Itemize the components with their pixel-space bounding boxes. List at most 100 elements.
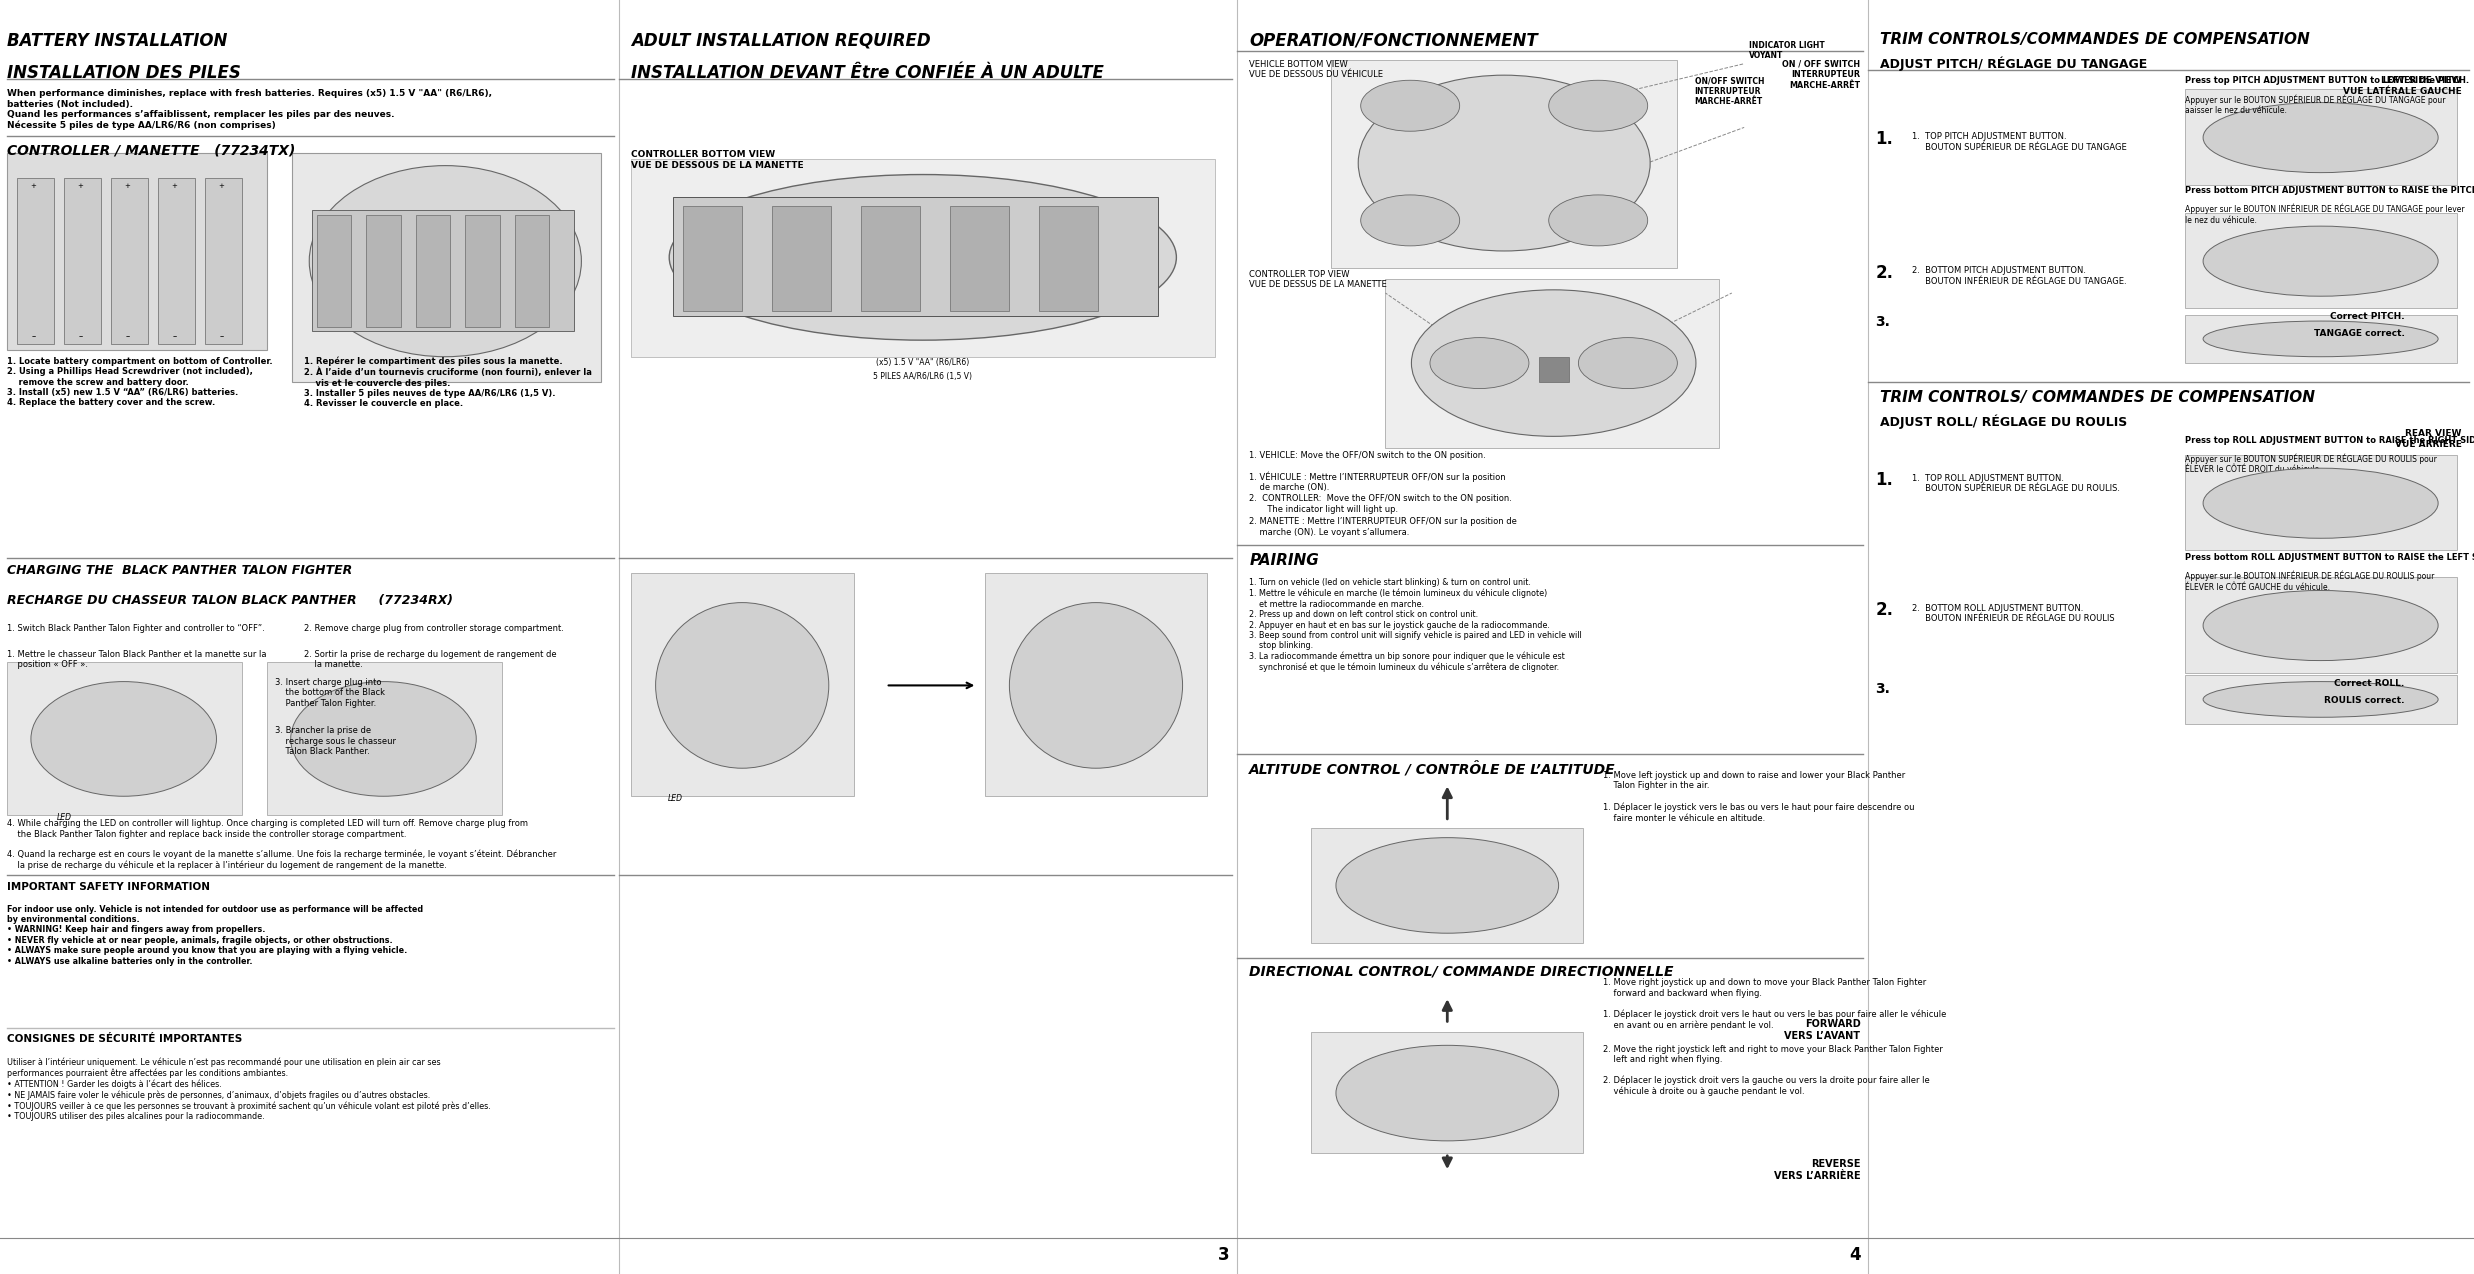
Text: CONTROLLER / MANETTE   (77234TX): CONTROLLER / MANETTE (77234TX)	[7, 144, 297, 158]
Bar	[416, 215, 450, 327]
Bar	[631, 159, 1215, 357]
Text: 1. Move left joystick up and down to raise and lower your Black Panther
    Talo: 1. Move left joystick up and down to rai…	[1603, 771, 1905, 790]
Bar	[683, 206, 742, 311]
Text: Appuyer sur le BOUTON INFÉRIEUR DE RÉGLAGE DU TANGAGE pour lever
le nez du véhic: Appuyer sur le BOUTON INFÉRIEUR DE RÉGLA…	[2185, 204, 2464, 224]
Text: 2. Move the right joystick left and right to move your Black Panther Talon Fight: 2. Move the right joystick left and righ…	[1603, 1045, 1942, 1064]
Text: TANGAGE correct.: TANGAGE correct.	[2313, 329, 2405, 338]
Text: 4. While charging the LED on controller will lightup. Once charging is completed: 4. While charging the LED on controller …	[7, 819, 529, 838]
Ellipse shape	[2204, 469, 2437, 538]
Text: RECHARGE DU CHASSEUR TALON BLACK PANTHER     (77234RX): RECHARGE DU CHASSEUR TALON BLACK PANTHER…	[7, 594, 453, 606]
Bar	[366, 215, 401, 327]
Text: DIRECTIONAL CONTROL/ COMMANDE DIRECTIONNELLE: DIRECTIONAL CONTROL/ COMMANDE DIRECTIONN…	[1249, 964, 1675, 978]
Bar	[2185, 315, 2457, 363]
Bar	[631, 573, 854, 796]
Text: INDICATOR LIGHT
VOYANT: INDICATOR LIGHT VOYANT	[1749, 41, 1826, 60]
Text: –: –	[173, 333, 176, 341]
Bar	[861, 206, 920, 311]
Text: Utiliser à l’intérieur uniquement. Le véhicule n’est pas recommandé pour une uti: Utiliser à l’intérieur uniquement. Le vé…	[7, 1057, 492, 1121]
Text: Press bottom PITCH ADJUSTMENT BUTTON to RAISE the PITCH.: Press bottom PITCH ADJUSTMENT BUTTON to …	[2185, 186, 2474, 195]
Text: +: +	[218, 182, 225, 189]
Text: INSTALLATION DEVANT Être CONFIÉE À UN ADULTE: INSTALLATION DEVANT Être CONFIÉE À UN AD…	[631, 64, 1103, 82]
Ellipse shape	[292, 682, 475, 796]
Text: Correct PITCH.: Correct PITCH.	[2331, 312, 2405, 321]
Text: 1. Turn on vehicle (led on vehicle start blinking) & turn on control unit.
1. Me: 1. Turn on vehicle (led on vehicle start…	[1249, 578, 1581, 673]
Text: 3. Brancher la prise de
    recharge sous le chasseur
    Talon Black Panther.: 3. Brancher la prise de recharge sous le…	[275, 726, 396, 755]
Text: Appuyer sur le BOUTON SUPÉRIEUR DE RÉGLAGE DU TANGAGE pour
aaisser le nez du véh: Appuyer sur le BOUTON SUPÉRIEUR DE RÉGLA…	[2185, 94, 2444, 115]
Text: –: –	[972, 299, 977, 308]
Text: BATTERY INSTALLATION: BATTERY INSTALLATION	[7, 32, 228, 50]
Bar	[64, 178, 101, 344]
Bar	[2185, 213, 2457, 308]
Text: OPERATION/FONCTIONNEMENT: OPERATION/FONCTIONNEMENT	[1249, 32, 1539, 50]
Bar	[312, 210, 574, 331]
Text: +: +	[1061, 208, 1066, 214]
Circle shape	[1361, 80, 1460, 131]
Text: ADULT INSTALLATION REQUIRED: ADULT INSTALLATION REQUIRED	[631, 32, 930, 50]
Bar	[1539, 357, 1569, 382]
Text: +: +	[705, 208, 710, 214]
Text: +: +	[794, 208, 799, 214]
Ellipse shape	[1336, 1045, 1559, 1142]
Text: Press top ROLL ADJUSTMENT BUTTON to RAISE the RIGHT SIDE.: Press top ROLL ADJUSTMENT BUTTON to RAIS…	[2185, 436, 2474, 445]
Text: 2. Remove charge plug from controller storage compartment.: 2. Remove charge plug from controller st…	[304, 624, 564, 633]
Bar	[1385, 279, 1719, 448]
Text: ADJUST PITCH/ RÉGLAGE DU TANGAGE: ADJUST PITCH/ RÉGLAGE DU TANGAGE	[1880, 56, 2147, 70]
Text: 1. VEHICLE: Move the OFF/ON switch to the ON position.: 1. VEHICLE: Move the OFF/ON switch to th…	[1249, 451, 1487, 460]
Bar	[2185, 675, 2457, 724]
Text: TRIM CONTROLS/ COMMANDES DE COMPENSATION: TRIM CONTROLS/ COMMANDES DE COMPENSATION	[1880, 390, 2316, 405]
Text: 2.  BOTTOM PITCH ADJUSTMENT BUTTON.
     BOUTON INFÉRIEUR DE RÉGLAGE DU TANGAGE.: 2. BOTTOM PITCH ADJUSTMENT BUTTON. BOUTO…	[1912, 266, 2128, 285]
Text: ROULIS correct.: ROULIS correct.	[2323, 696, 2405, 705]
Text: –: –	[32, 333, 35, 341]
Text: Press top PITCH ADJUSTMENT BUTTON to LOWER the PITCH.: Press top PITCH ADJUSTMENT BUTTON to LOW…	[2185, 76, 2469, 85]
Ellipse shape	[2204, 682, 2437, 717]
Bar	[205, 178, 242, 344]
Text: 1. Déplacer le joystick droit vers le haut ou vers le bas pour faire aller le vé: 1. Déplacer le joystick droit vers le ha…	[1603, 1009, 1947, 1029]
Text: For indoor use only. Vehicle is not intended for outdoor use as performance will: For indoor use only. Vehicle is not inte…	[7, 905, 423, 966]
Text: 1.  TOP ROLL ADJUSTMENT BUTTON.
     BOUTON SUPÉRIEUR DE RÉGLAGE DU ROULIS.: 1. TOP ROLL ADJUSTMENT BUTTON. BOUTON SU…	[1912, 474, 2120, 493]
Text: Appuyer sur le BOUTON INFÉRIEUR DE RÉGLAGE DU ROULIS pour
ÉLEVER le CÔTÉ GAUCHE : Appuyer sur le BOUTON INFÉRIEUR DE RÉGLA…	[2185, 571, 2434, 591]
Text: 1. VÉHICULE : Mettre l’INTERRUPTEUR OFF/ON sur la position
    de marche (ON).: 1. VÉHICULE : Mettre l’INTERRUPTEUR OFF/…	[1249, 471, 1507, 492]
Ellipse shape	[2204, 102, 2437, 172]
Text: ON/OFF SWITCH
INTERRUPTEUR
MARCHE-ARRÊT: ON/OFF SWITCH INTERRUPTEUR MARCHE-ARRÊT	[1695, 76, 1764, 106]
Text: CONSIGNES DE SÉCURITÉ IMPORTANTES: CONSIGNES DE SÉCURITÉ IMPORTANTES	[7, 1034, 242, 1045]
Ellipse shape	[668, 175, 1178, 340]
Text: 1. Mettre le chasseur Talon Black Panther et la manette sur la
    position « OF: 1. Mettre le chasseur Talon Black Panthe…	[7, 650, 267, 669]
Text: VEHICLE BOTTOM VIEW
VUE DE DESSOUS DU VÉHICULE: VEHICLE BOTTOM VIEW VUE DE DESSOUS DU VÉ…	[1249, 60, 1383, 79]
Ellipse shape	[2204, 321, 2437, 357]
Text: –: –	[79, 333, 82, 341]
Ellipse shape	[1336, 838, 1559, 933]
Text: ADJUST ROLL/ RÉGLAGE DU ROULIS: ADJUST ROLL/ RÉGLAGE DU ROULIS	[1880, 414, 2128, 428]
Text: –: –	[126, 333, 129, 341]
Text: 1.: 1.	[1875, 130, 1893, 148]
Bar	[950, 206, 1009, 311]
Ellipse shape	[2204, 227, 2437, 296]
Text: 1.: 1.	[1875, 471, 1893, 489]
Text: +: +	[30, 182, 37, 189]
Text: +: +	[972, 208, 977, 214]
Text: 1. Repérer le compartiment des piles sous la manette.
2. À l’aide d’un tournevis: 1. Repérer le compartiment des piles sou…	[304, 357, 591, 409]
Text: Press bottom ROLL ADJUSTMENT BUTTON to RAISE the LEFT SIDE.: Press bottom ROLL ADJUSTMENT BUTTON to R…	[2185, 553, 2474, 562]
Text: 2. Déplacer le joystick droit vers la gauche ou vers la droite pour faire aller : 2. Déplacer le joystick droit vers la ga…	[1603, 1075, 1930, 1096]
Text: 1. Locate battery compartment on bottom of Controller.
2. Using a Phillips Head : 1. Locate battery compartment on bottom …	[7, 357, 272, 408]
Text: ON / OFF SWITCH
INTERRUPTEUR
MARCHE-ARRÊT: ON / OFF SWITCH INTERRUPTEUR MARCHE-ARRÊ…	[1781, 60, 1860, 89]
Bar	[292, 153, 601, 382]
Ellipse shape	[1009, 603, 1183, 768]
Bar	[985, 573, 1207, 796]
Text: 3. Insert charge plug into
    the bottom of the Black
    Panther Talon Fighter: 3. Insert charge plug into the bottom of…	[275, 678, 383, 707]
Text: –: –	[1061, 299, 1066, 308]
Text: Correct ROLL.: Correct ROLL.	[2335, 679, 2405, 688]
Bar	[2185, 455, 2457, 550]
Bar	[1311, 828, 1583, 943]
Text: 2.  CONTROLLER:  Move the OFF/ON switch to the ON position.
       The indicator: 2. CONTROLLER: Move the OFF/ON switch to…	[1249, 494, 1512, 513]
Ellipse shape	[32, 682, 218, 796]
Ellipse shape	[1410, 290, 1697, 436]
Text: INSTALLATION DES PILES: INSTALLATION DES PILES	[7, 64, 242, 82]
Bar	[7, 153, 267, 350]
Ellipse shape	[1358, 75, 1650, 251]
Text: 1.  TOP PITCH ADJUSTMENT BUTTON.
     BOUTON SUPÉRIEUR DE RÉGLAGE DU TANGAGE: 1. TOP PITCH ADJUSTMENT BUTTON. BOUTON S…	[1912, 132, 2128, 152]
Ellipse shape	[309, 166, 581, 357]
Bar	[2185, 89, 2457, 185]
Text: When performance diminishes, replace with fresh batteries. Requires (x5) 1.5 V ": When performance diminishes, replace wit…	[7, 89, 492, 130]
Text: –: –	[794, 299, 799, 308]
Bar	[158, 178, 195, 344]
